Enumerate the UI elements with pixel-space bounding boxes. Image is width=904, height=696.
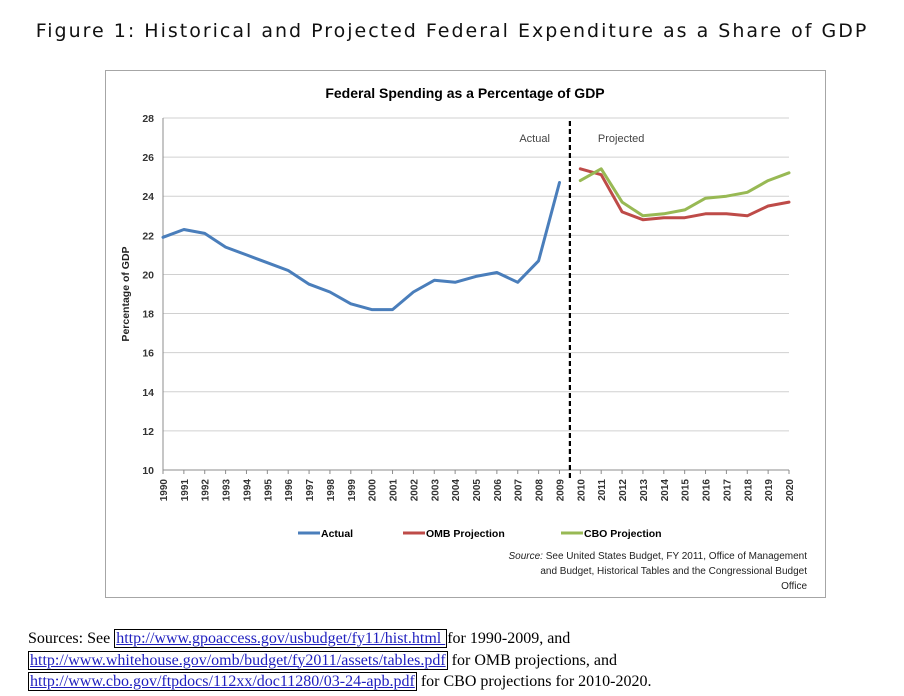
hist-tables-link[interactable]: http://www.gpoaccess.gov/usbudget/fy11/h… — [114, 629, 448, 648]
sources-line-3: http://www.cbo.gov/ftpdocs/112xx/doc1128… — [28, 671, 888, 693]
y-tick-label: 28 — [142, 113, 154, 125]
x-tick-label: 1993 — [222, 479, 233, 502]
x-tick-label: 1995 — [263, 479, 274, 502]
sources-text: Sources: See http://www.gpoaccess.gov/us… — [28, 628, 888, 693]
x-tick-label: 2000 — [368, 479, 379, 502]
chart-title: Federal Spending as a Percentage of GDP — [325, 85, 604, 101]
series-line-actual — [161, 181, 561, 312]
x-tick-label: 2020 — [785, 479, 796, 502]
x-tick-label: 2017 — [722, 479, 733, 502]
omb-tables-link[interactable]: http://www.whitehouse.gov/omb/budget/fy2… — [28, 650, 448, 670]
divider-label-actual: Actual — [519, 133, 550, 145]
x-tick-label: 2016 — [702, 479, 713, 502]
series-line-omb-projection — [578, 167, 791, 222]
x-tick-label: 2011 — [597, 479, 608, 501]
source-note-line: Source: See United States Budget, FY 201… — [508, 551, 807, 562]
x-tick-label: 2001 — [389, 479, 400, 502]
x-tick-label: 1998 — [326, 479, 337, 502]
x-tick-label: 2003 — [430, 479, 441, 502]
legend-label-cbo-projection: CBO Projection — [584, 528, 662, 540]
x-tick-label: 2005 — [472, 479, 483, 502]
x-tick-label: 1996 — [284, 479, 295, 502]
y-tick-label: 16 — [142, 348, 154, 360]
x-tick-label: 1990 — [159, 479, 170, 502]
legend-label-actual: Actual — [321, 528, 353, 540]
x-tick-label: 1999 — [347, 479, 358, 502]
y-tick-label: 18 — [142, 309, 154, 321]
source-note-text: See United States Budget, FY 2011, Offic… — [543, 551, 807, 562]
x-tick-label: 1997 — [305, 479, 316, 502]
x-tick-label: 2014 — [660, 479, 671, 502]
y-tick-label: 14 — [142, 387, 154, 399]
source-note-label: Source: — [508, 551, 543, 562]
sources-text-1b: and — [543, 630, 571, 647]
divider-label-projected: Projected — [598, 133, 644, 145]
line-chart: Federal Spending as a Percentage of GDP 1… — [120, 85, 807, 592]
x-tick-label: 1991 — [180, 479, 191, 502]
sources-text-3: for CBO projections for 2010-2020. — [416, 673, 652, 690]
y-tick-label: 22 — [142, 230, 154, 242]
y-tick-label: 24 — [142, 191, 154, 203]
figure-title: Figure 1: Historical and Projected Feder… — [35, 20, 869, 42]
x-tick-label: 2002 — [409, 479, 420, 502]
x-tick-label: 2013 — [639, 479, 650, 502]
chart-container: Federal Spending as a Percentage of GDP 1… — [105, 70, 826, 598]
x-tick-label: 2004 — [451, 479, 462, 502]
x-tick-label: 2018 — [743, 479, 754, 502]
x-tick-label: 2008 — [535, 479, 546, 502]
sources-text-1: for 1990-2009, — [447, 630, 544, 647]
sources-line-1: Sources: See http://www.gpoaccess.gov/us… — [28, 628, 888, 650]
x-tick-label: 2019 — [764, 479, 775, 502]
sources-line-2: http://www.whitehouse.gov/omb/budget/fy2… — [28, 650, 888, 672]
x-tick-label: 2006 — [493, 479, 504, 502]
y-tick-label: 10 — [142, 465, 154, 477]
x-tick-label: 2012 — [618, 479, 629, 502]
sources-text-2: for OMB projections, and — [447, 651, 617, 669]
legend-label-omb-projection: OMB Projection — [426, 528, 505, 540]
x-tick-label: 2015 — [681, 479, 692, 502]
x-tick-label: 2009 — [555, 479, 566, 502]
sources-lead: Sources: See — [28, 630, 115, 647]
x-tick-label: 2010 — [576, 479, 587, 502]
x-tick-label: 1992 — [201, 479, 212, 502]
source-note-line: and Budget, Historical Tables and the Co… — [540, 566, 807, 577]
cbo-report-link[interactable]: http://www.cbo.gov/ftpdocs/112xx/doc1128… — [28, 672, 417, 691]
y-tick-label: 12 — [142, 426, 154, 438]
source-note-line: Office — [781, 581, 807, 592]
y-tick-label: 26 — [142, 152, 154, 164]
y-axis-label: Percentage of GDP — [120, 246, 132, 341]
series-line-cbo-projection — [578, 167, 791, 218]
x-tick-label: 1994 — [242, 479, 253, 502]
x-tick-label: 2007 — [514, 479, 525, 502]
y-tick-label: 20 — [142, 269, 154, 281]
